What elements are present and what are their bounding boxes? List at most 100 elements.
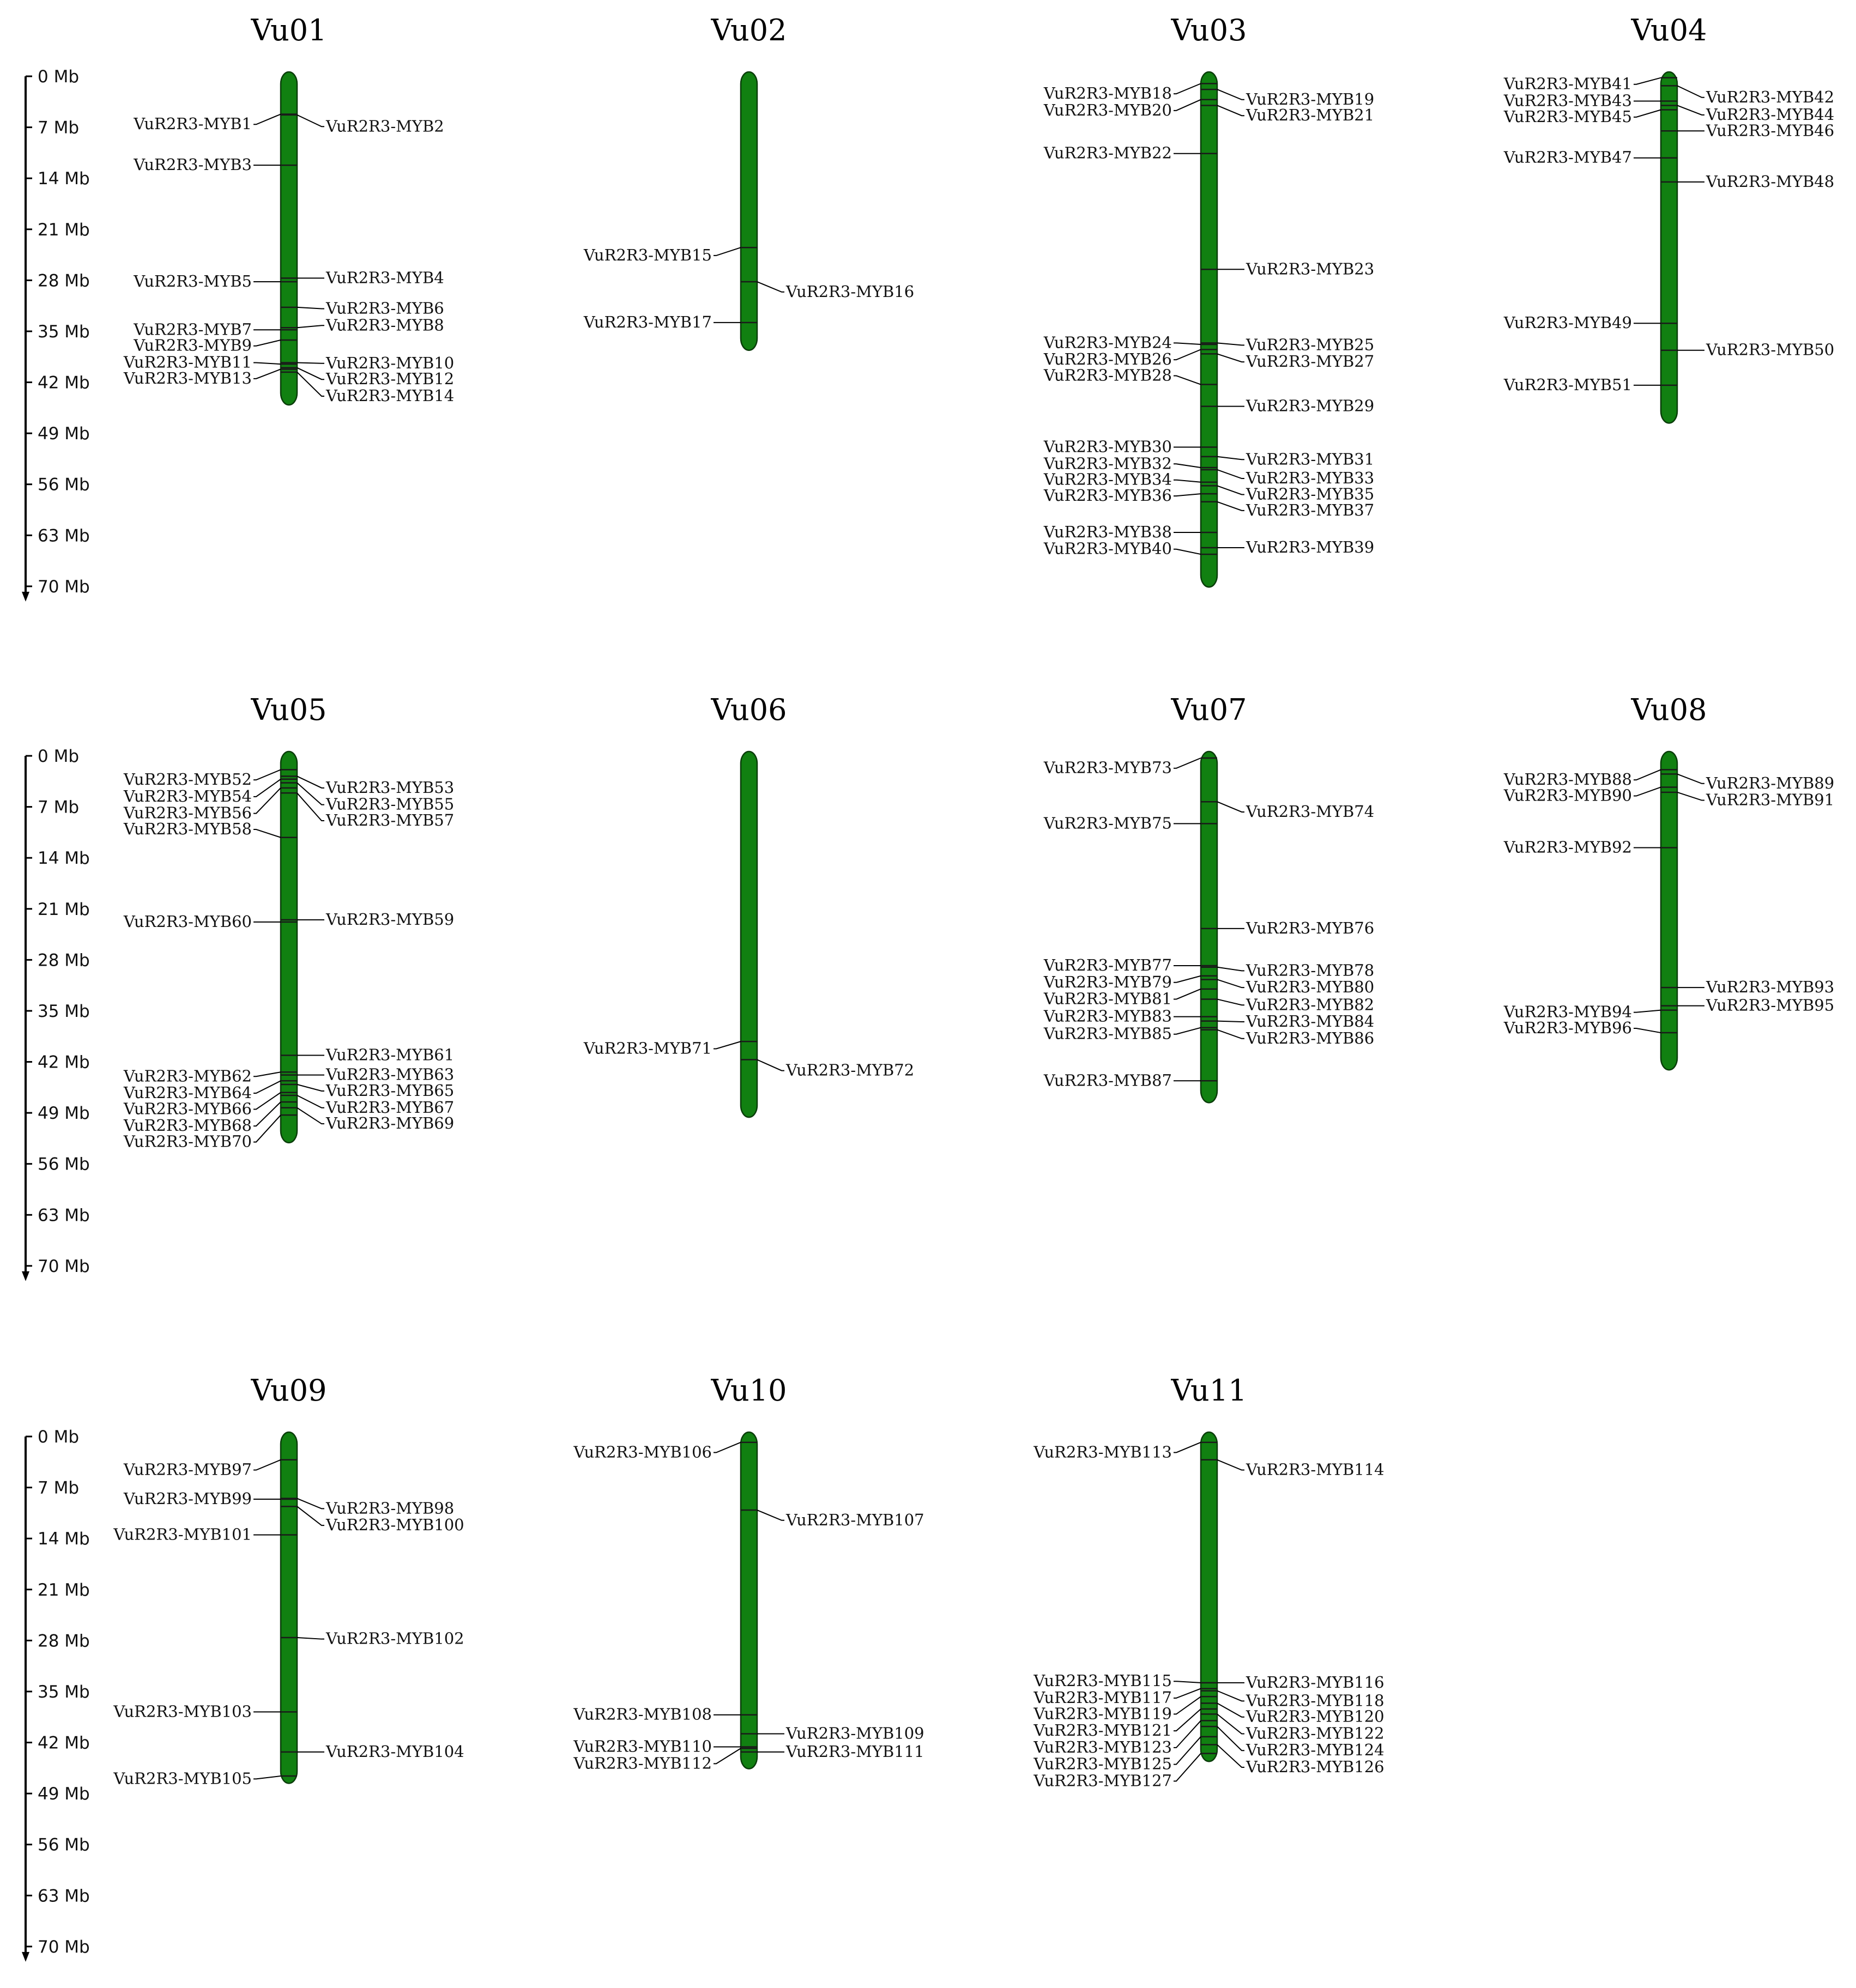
gene-marker: VuR2R3-MYB6 (281, 299, 444, 318)
gene-marker: VuR2R3-MYB8 (281, 316, 444, 334)
gene-label: VuR2R3-MYB116 (1246, 1673, 1385, 1692)
gene-leader-line (1174, 757, 1201, 769)
gene-label: VuR2R3-MYB113 (1033, 1442, 1172, 1461)
gene-label: VuR2R3-MYB4 (325, 268, 444, 287)
chromosome-bar (1660, 750, 1678, 1071)
gene-label: VuR2R3-MYB27 (1246, 352, 1374, 371)
gene-leader-line (1217, 1029, 1244, 1039)
gene-leader-line (297, 792, 324, 821)
scale-bar-row-1: 0 Mb 7 Mb 14 Mb 21 Mb 28 Mb 35 Mb 42 Mb 49 Mb 56… (22, 67, 90, 602)
gene-marker: VuR2R3-MYB78 (1201, 961, 1374, 979)
gene-marker: VuR2R3-MYB94 (1503, 1003, 1677, 1021)
gene-leader-line (297, 782, 324, 805)
scale-tick-label: 63 Mb (38, 1205, 90, 1225)
chromosome-bar (280, 750, 298, 1144)
chromosome-bar (280, 71, 298, 406)
gene-marker: VuR2R3-MYB74 (1201, 801, 1374, 821)
gene-marker: VuR2R3-MYB59 (281, 910, 454, 929)
gene-marker: VuR2R3-MYB20 (1043, 99, 1217, 119)
gene-marker: VuR2R3-MYB104 (281, 1742, 464, 1761)
gene-label: VuR2R3-MYB70 (123, 1132, 252, 1151)
gene-label: VuR2R3-MYB89 (1706, 774, 1834, 792)
scale-tick-label: 28 Mb (38, 271, 90, 290)
gene-marker: VuR2R3-MYB28 (1043, 366, 1217, 385)
gene-leader-line (297, 1637, 324, 1640)
gene-marker: VuR2R3-MYB73 (1043, 757, 1217, 777)
gene-marker: VuR2R3-MYB85 (1043, 1025, 1217, 1043)
scale-tick-label: 56 Mb (38, 1835, 90, 1855)
gene-marker: VuR2R3-MYB89 (1661, 773, 1834, 792)
gene-marker: VuR2R3-MYB46 (1661, 121, 1834, 140)
gene-label: VuR2R3-MYB64 (123, 1083, 252, 1102)
gene-marker: VuR2R3-MYB56 (123, 787, 297, 822)
gene-leader-line (253, 829, 281, 838)
gene-leader-line (1634, 786, 1661, 797)
gene-marker: VuR2R3-MYB122 (1201, 1713, 1385, 1742)
chromosome-vu10: Vu10 VuR2R3-MYB106 VuR2R3-MYB107 VuR2R3-MYB… (573, 1373, 924, 1772)
gene-marker: VuR2R3-MYB33 (1201, 469, 1374, 487)
scale-tick-label: 28 Mb (38, 950, 90, 970)
gene-leader-line (1634, 109, 1661, 118)
chromosome-title: Vu09 (250, 1373, 327, 1408)
gene-marker: VuR2R3-MYB123 (1033, 1720, 1217, 1756)
gene-label: VuR2R3-MYB40 (1043, 540, 1172, 558)
gene-label: VuR2R3-MYB32 (1043, 454, 1172, 472)
gene-leader-line (1634, 77, 1661, 85)
gene-label: VuR2R3-MYB7 (133, 320, 252, 338)
gene-marker: VuR2R3-MYB15 (583, 246, 757, 264)
gene-leader-line (1217, 485, 1244, 495)
gene-label: VuR2R3-MYB65 (325, 1081, 454, 1100)
gene-marker: VuR2R3-MYB105 (113, 1769, 297, 1787)
chromosome-vu11: Vu11 VuR2R3-MYB113 VuR2R3-MYB114 VuR2R3-MYB… (1033, 1373, 1384, 1790)
gene-label: VuR2R3-MYB61 (325, 1046, 454, 1064)
gene-leader-line (297, 1506, 324, 1526)
gene-marker: VuR2R3-MYB100 (281, 1506, 464, 1534)
gene-leader-line (1217, 966, 1244, 972)
chromosome-vu03: Vu03 VuR2R3-MYB18 VuR2R3-MYB19 VuR2R3-MYB20… (1043, 13, 1374, 588)
scale-tick-label: 21 Mb (38, 220, 90, 240)
gene-marker: VuR2R3-MYB37 (1201, 501, 1374, 519)
gene-label: VuR2R3-MYB41 (1503, 75, 1632, 93)
gene-marker: VuR2R3-MYB43 (1503, 91, 1677, 110)
gene-marker: VuR2R3-MYB115 (1033, 1671, 1217, 1690)
gene-leader-line (1174, 463, 1201, 468)
gene-label: VuR2R3-MYB75 (1043, 814, 1172, 832)
gene-label: VuR2R3-MYB9 (133, 336, 252, 355)
gene-label: VuR2R3-MYB109 (785, 1724, 924, 1742)
gene-label: VuR2R3-MYB21 (1246, 106, 1374, 124)
gene-label: VuR2R3-MYB8 (325, 316, 444, 334)
gene-marker: VuR2R3-MYB79 (1043, 973, 1217, 991)
chromosome-title: Vu05 (250, 693, 327, 727)
gene-label: VuR2R3-MYB43 (1503, 91, 1632, 110)
gene-marker: VuR2R3-MYB7 (133, 320, 297, 338)
chromosome-title: Vu08 (1630, 693, 1707, 727)
gene-leader-line (714, 1441, 741, 1453)
gene-marker: VuR2R3-MYB64 (123, 1080, 297, 1102)
gene-label: VuR2R3-MYB11 (123, 353, 252, 371)
gene-label: VuR2R3-MYB104 (325, 1742, 464, 1761)
gene-label: VuR2R3-MYB10 (325, 354, 454, 372)
gene-leader-line (1174, 349, 1201, 361)
gene-marker: VuR2R3-MYB68 (123, 1101, 297, 1135)
gene-label: VuR2R3-MYB62 (123, 1066, 252, 1085)
gene-leader-line (1217, 469, 1244, 480)
gene-label: VuR2R3-MYB74 (1246, 802, 1374, 821)
gene-label: VuR2R3-MYB25 (1246, 335, 1374, 354)
gene-label: VuR2R3-MYB51 (1503, 375, 1632, 394)
gene-label: VuR2R3-MYB56 (123, 804, 252, 822)
gene-leader-line (714, 247, 741, 256)
gene-label: VuR2R3-MYB50 (1706, 341, 1834, 359)
gene-leader-line (1217, 1020, 1244, 1023)
gene-marker: VuR2R3-MYB80 (1201, 978, 1374, 996)
gene-label: VuR2R3-MYB24 (1043, 333, 1172, 351)
gene-leader-line (1217, 1744, 1244, 1768)
chromosome-title: Vu02 (710, 13, 787, 47)
gene-leader-line (1217, 1713, 1244, 1735)
gene-marker: VuR2R3-MYB16 (741, 281, 914, 301)
gene-marker: VuR2R3-MYB108 (573, 1705, 757, 1724)
scale-bar-row-2: 0 Mb 7 Mb 14 Mb 21 Mb 28 Mb 35 Mb 42 Mb 49 Mb 56… (22, 747, 90, 1281)
gene-label: VuR2R3-MYB19 (1246, 90, 1374, 108)
gene-label: VuR2R3-MYB63 (325, 1065, 454, 1084)
chromosome-title: Vu07 (1170, 693, 1247, 727)
gene-label: VuR2R3-MYB44 (1706, 105, 1834, 124)
